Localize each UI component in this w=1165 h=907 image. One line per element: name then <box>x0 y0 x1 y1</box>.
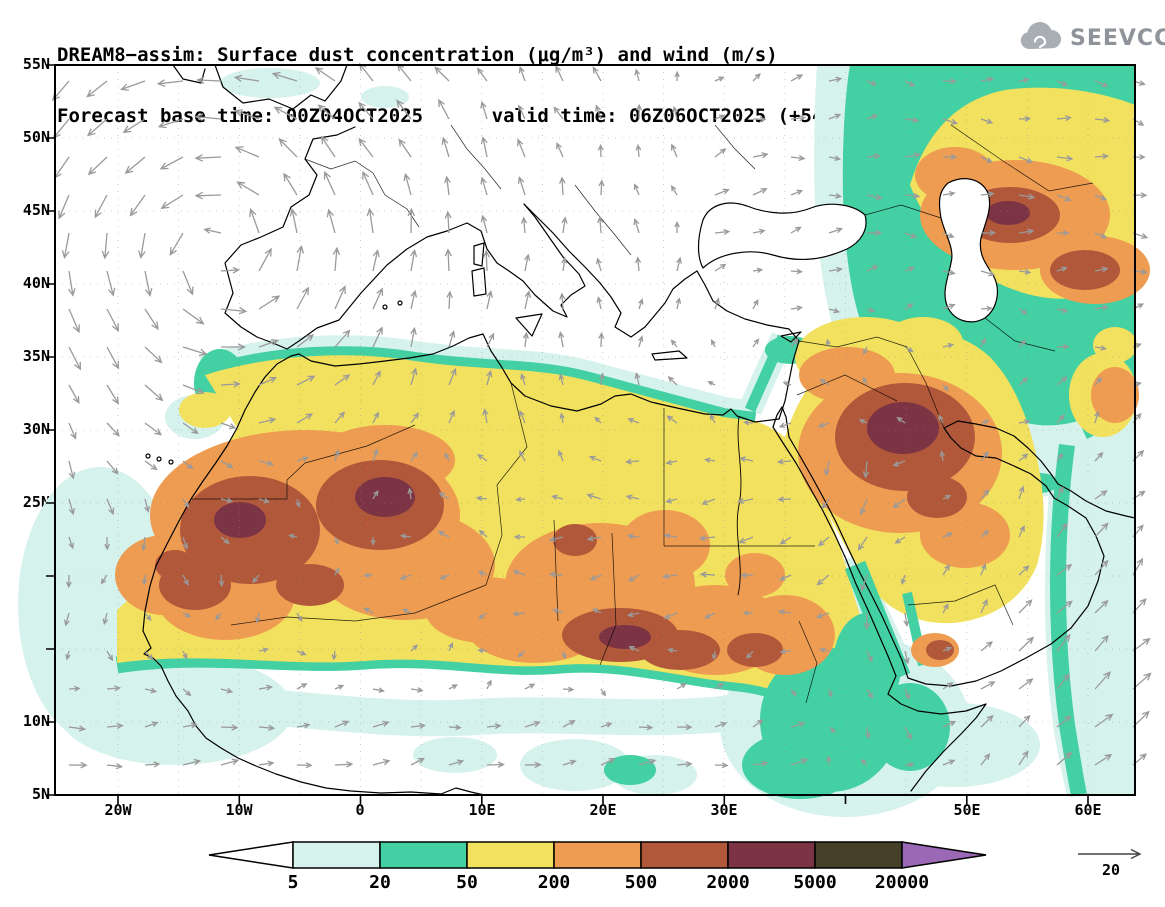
coastline-europe-iberia <box>224 126 468 350</box>
wind-vector-layer <box>51 62 1152 770</box>
colorbar-segment <box>727 841 816 869</box>
lat-tick-label: 55N <box>22 55 50 73</box>
coastline-north-africa <box>142 333 780 796</box>
coastline-iran-gulf <box>943 420 1136 519</box>
lon-tick-label: 30E <box>710 801 738 819</box>
corsica-island <box>473 242 485 267</box>
colorbar <box>208 841 987 869</box>
red-sea-west-coast <box>772 426 897 677</box>
wind-reference: 20 <box>1078 848 1142 879</box>
lon-tick-label: 20E <box>589 801 617 819</box>
colorbar-overflow-arrow <box>901 841 987 869</box>
colorbar-label: 5 <box>287 872 299 893</box>
colorbar-label: 20000 <box>874 872 930 893</box>
balearic-island <box>382 304 388 310</box>
graticule-gridlines <box>55 65 1135 795</box>
chart-title: DREAM8−assim: Surface dust concentration… <box>57 44 778 66</box>
borders-layer <box>191 124 1094 704</box>
lon-tick-label: 10E <box>468 801 496 819</box>
colorbar-segment <box>466 841 555 869</box>
lat-tick-label: 45N <box>22 201 50 219</box>
lat-tick-label: 10N <box>22 712 50 730</box>
canary-island <box>168 459 174 465</box>
sicily-island <box>515 313 543 337</box>
cloud-icon <box>1020 22 1062 49</box>
lat-tick-label: 40N <box>22 274 50 292</box>
colorbar-label: 20 <box>369 872 391 893</box>
colorbar-label: 50 <box>456 872 478 893</box>
colorbar-underflow-arrow <box>208 841 294 869</box>
colorbar-segment <box>553 841 642 869</box>
black-sea <box>697 202 867 269</box>
colorbar-label: 2000 <box>706 872 750 893</box>
lon-tick-label: 20W <box>104 801 132 819</box>
logo-text: SEEVCCC <box>1070 25 1165 51</box>
seevccc-logo: SEEVCCC <box>1018 22 1165 54</box>
balearic-island <box>397 300 403 306</box>
map-plot <box>18 62 1152 817</box>
crete-island <box>651 350 688 361</box>
lat-tick-label: 30N <box>22 420 50 438</box>
lat-tick-label: 35N <box>22 347 50 365</box>
lon-tick-label: 10W <box>225 801 253 819</box>
lat-tick-label: 50N <box>22 128 50 146</box>
colorbar-segment <box>292 841 381 869</box>
colorbar-segment <box>814 841 903 869</box>
sinai-gulfs <box>772 406 790 438</box>
map-frame <box>54 64 1136 796</box>
axis-tick-marks <box>46 64 1089 804</box>
wind-reference-arrow-icon <box>1078 848 1142 860</box>
red-sea-east-coast <box>788 436 909 679</box>
colorbar-segment <box>640 841 729 869</box>
colorbar-label: 500 <box>624 872 658 893</box>
dust-level-2000-5000-layer <box>214 201 1030 649</box>
lon-tick-label: 60E <box>1074 801 1102 819</box>
lon-tick-label: 50E <box>953 801 981 819</box>
nile-river <box>736 416 742 596</box>
wind-reference-label: 20 <box>1102 861 1120 879</box>
coastlines-layer <box>142 64 1136 796</box>
colorbar-label: 5000 <box>793 872 837 893</box>
coastline-italy <box>466 203 586 318</box>
canary-island <box>156 456 162 462</box>
lat-tick-label: 5N <box>31 785 50 803</box>
coastline-uk-ireland <box>172 64 348 110</box>
lon-tick-label: 0 <box>355 801 365 819</box>
sardinia-island <box>471 267 487 297</box>
canary-island <box>145 453 151 459</box>
colorbar-segment <box>379 841 468 869</box>
colorbar-label: 200 <box>537 872 571 893</box>
coastline-horn-of-africa <box>887 675 987 792</box>
cyprus-island <box>780 331 802 343</box>
coastline-adriatic-greece <box>523 203 698 338</box>
